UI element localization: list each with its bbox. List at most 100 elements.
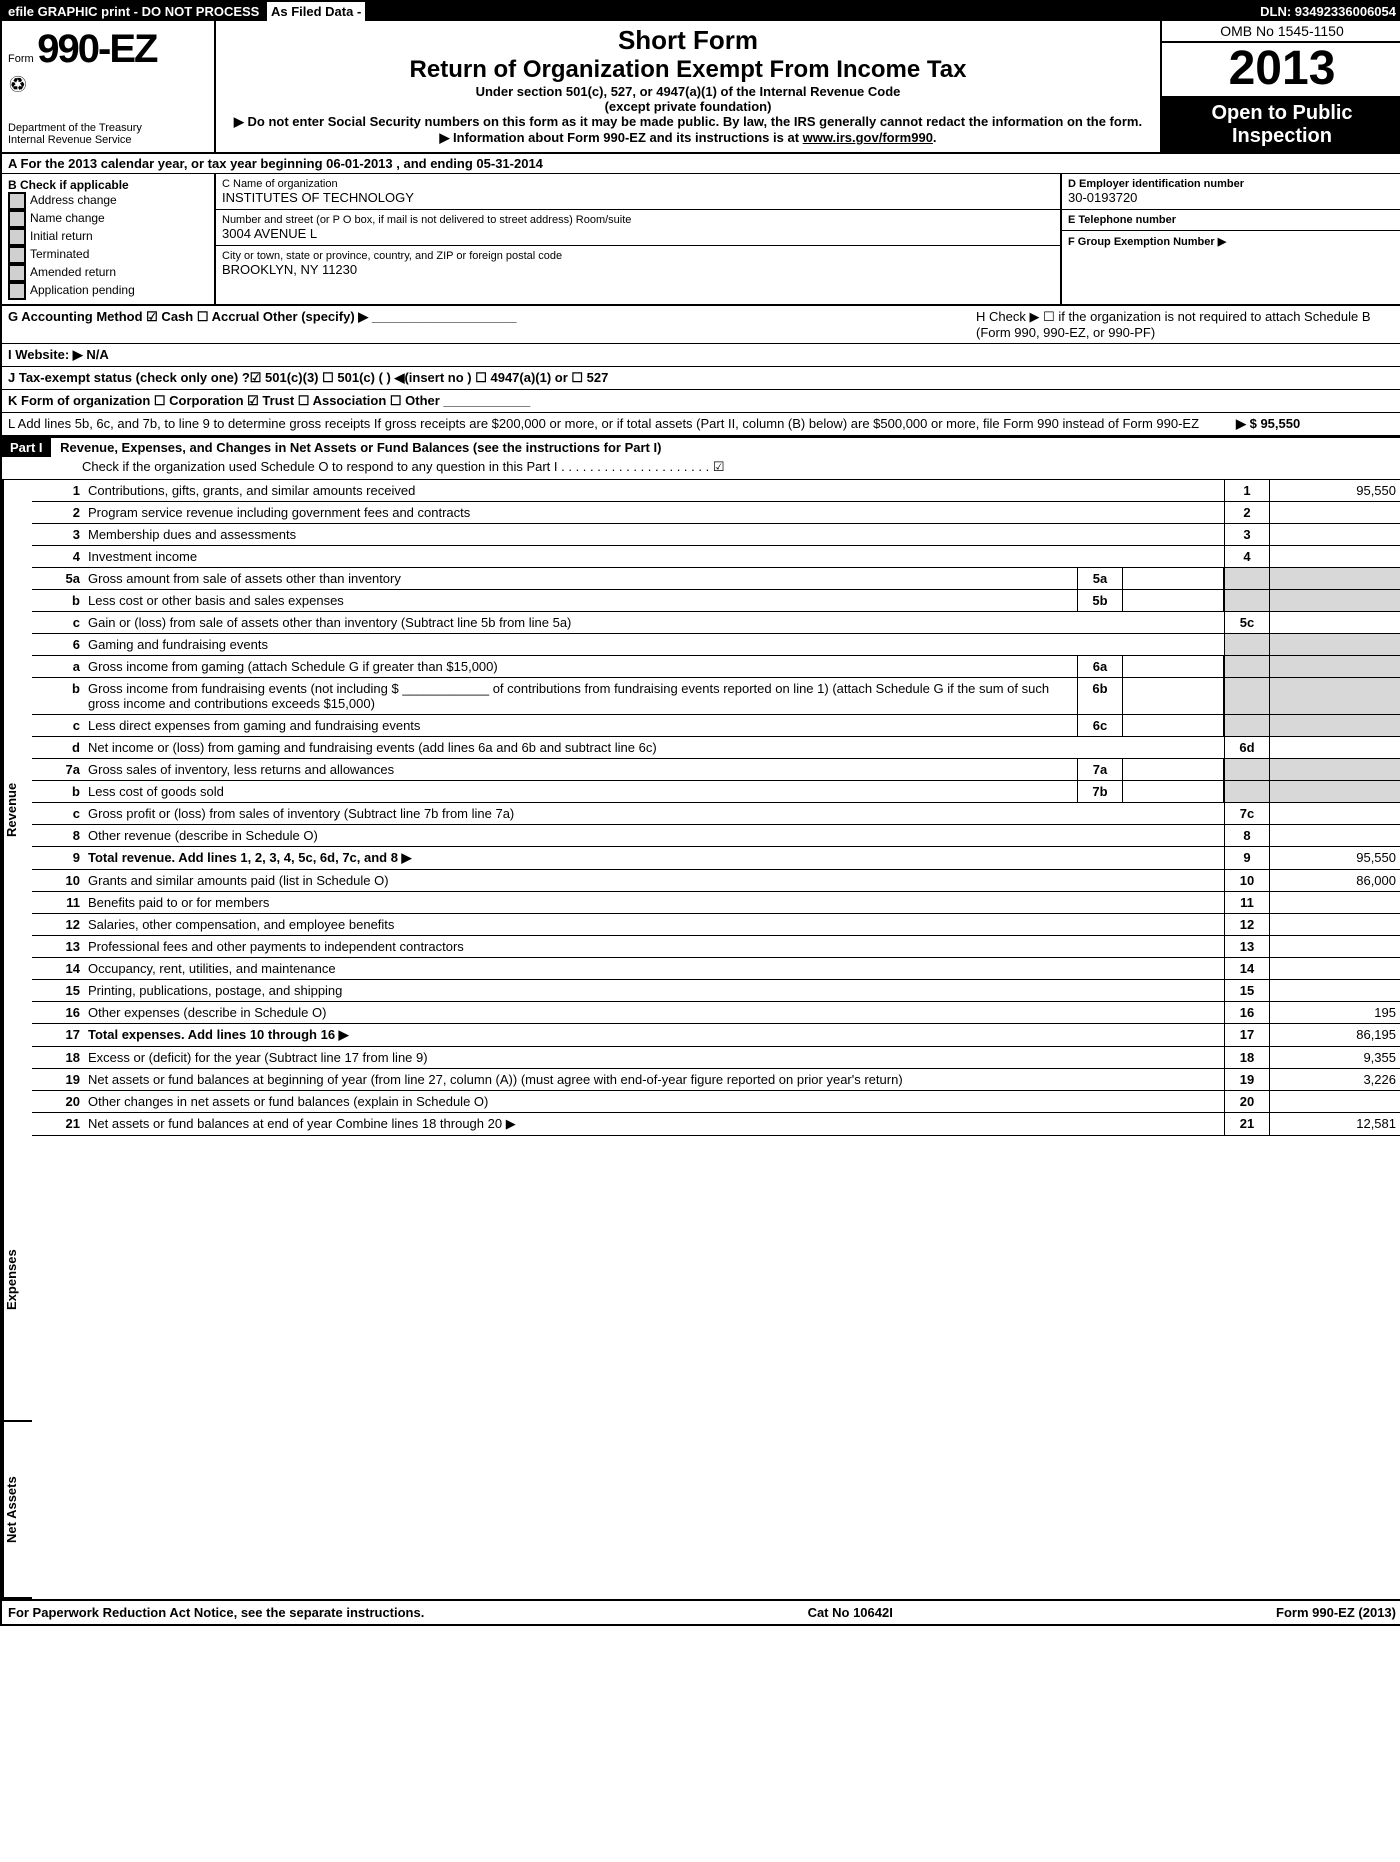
line-num: 14 [32, 958, 84, 979]
right-num: 7c [1224, 803, 1270, 824]
right-val [1270, 781, 1400, 802]
right-num: 6d [1224, 737, 1270, 758]
right-num: 21 [1224, 1113, 1270, 1135]
efile-label: efile GRAPHIC print - DO NOT PROCESS [8, 4, 259, 19]
right-val [1270, 524, 1400, 545]
L-amount: ▶ $ 95,550 [1236, 416, 1396, 432]
side-revenue: Revenue [2, 480, 32, 1140]
mid-val [1123, 678, 1224, 714]
right-val [1270, 1091, 1400, 1112]
line-num: 12 [32, 914, 84, 935]
row-J: J Tax-exempt status (check only one) ?☑ … [2, 367, 1400, 390]
line-num: 5a [32, 568, 84, 589]
C-street-row: Number and street (or P O box, if mail i… [216, 210, 1060, 246]
line-num: 18 [32, 1047, 84, 1068]
street-label: Number and street (or P O box, if mail i… [222, 214, 1054, 226]
line-desc: Less direct expenses from gaming and fun… [84, 715, 1077, 736]
right-val: 3,226 [1270, 1069, 1400, 1090]
line-num: 15 [32, 980, 84, 1001]
line-desc: Other changes in net assets or fund bala… [84, 1091, 1224, 1112]
right-num [1224, 634, 1270, 655]
line-20: 20Other changes in net assets or fund ba… [32, 1091, 1400, 1113]
top-bar: efile GRAPHIC print - DO NOT PROCESS As … [2, 2, 1400, 21]
right-val [1270, 759, 1400, 780]
org-street: 3004 AVENUE L [222, 226, 1054, 241]
right-num: 15 [1224, 980, 1270, 1001]
right-val [1270, 568, 1400, 589]
line-num: d [32, 737, 84, 758]
right-num: 5c [1224, 612, 1270, 633]
right-num: 19 [1224, 1069, 1270, 1090]
F-label: F Group Exemption Number ▶ [1068, 235, 1396, 248]
header-row: Form 990-EZ ♽ Department of the Treasury… [2, 21, 1400, 154]
line-desc: Total expenses. Add lines 10 through 16 … [84, 1024, 1224, 1046]
line-num: c [32, 612, 84, 633]
as-filed-label: As Filed Data - [267, 2, 365, 21]
right-num [1224, 590, 1270, 611]
chk-pending[interactable]: Application pending [8, 282, 208, 300]
mid-val [1123, 590, 1224, 611]
line-desc: Net assets or fund balances at end of ye… [84, 1113, 1224, 1135]
line-a: aGross income from gaming (attach Schedu… [32, 656, 1400, 678]
mid-val [1123, 568, 1224, 589]
subtitle-1: Under section 501(c), 527, or 4947(a)(1)… [220, 84, 1156, 99]
D-label: D Employer identification number [1068, 178, 1396, 190]
right-num: 17 [1224, 1024, 1270, 1046]
chk-term[interactable]: Terminated [8, 246, 208, 264]
line-desc: Other revenue (describe in Schedule O) [84, 825, 1224, 846]
form-number: 990-EZ [37, 27, 156, 71]
mid-val [1123, 781, 1224, 802]
right-val [1270, 612, 1400, 633]
right-val [1270, 634, 1400, 655]
omb-number: OMB No 1545-1150 [1162, 21, 1400, 43]
line-num: c [32, 803, 84, 824]
right-val [1270, 958, 1400, 979]
line-b: bLess cost of goods sold7b [32, 781, 1400, 803]
line-desc: Gross income from gaming (attach Schedul… [84, 656, 1077, 677]
irs-link[interactable]: www.irs.gov/form990 [803, 130, 933, 145]
right-num: 4 [1224, 546, 1270, 567]
line-A: A For the 2013 calendar year, or tax yea… [2, 154, 1400, 174]
F-row: F Group Exemption Number ▶ [1062, 231, 1400, 252]
short-form-title: Short Form [220, 25, 1156, 56]
right-val: 86,000 [1270, 870, 1400, 891]
col-B: B Check if applicable Address change Nam… [2, 174, 216, 304]
line-2: 2Program service revenue including gover… [32, 502, 1400, 524]
line-16: 16Other expenses (describe in Schedule O… [32, 1002, 1400, 1024]
chk-amended[interactable]: Amended return [8, 264, 208, 282]
line-desc: Gain or (loss) from sale of assets other… [84, 612, 1224, 633]
line-4: 4Investment income4 [32, 546, 1400, 568]
line-num: 13 [32, 936, 84, 957]
right-num: 13 [1224, 936, 1270, 957]
right-val [1270, 590, 1400, 611]
C-label: C Name of organization [222, 178, 1054, 190]
line-18: 18Excess or (deficit) for the year (Subt… [32, 1047, 1400, 1069]
org-city: BROOKLYN, NY 11230 [222, 262, 1054, 277]
main-table: Revenue Expenses Net Assets 1Contributio… [2, 480, 1400, 1599]
line-desc: Gaming and fundraising events [84, 634, 1224, 655]
right-num [1224, 568, 1270, 589]
line-9: 9Total revenue. Add lines 1, 2, 3, 4, 5c… [32, 847, 1400, 870]
right-val: 95,550 [1270, 480, 1400, 501]
chk-initial[interactable]: Initial return [8, 228, 208, 246]
mid-val [1123, 656, 1224, 677]
line-num: 11 [32, 892, 84, 913]
line-15: 15Printing, publications, postage, and s… [32, 980, 1400, 1002]
line-num: a [32, 656, 84, 677]
right-num [1224, 781, 1270, 802]
open-line2: Inspection [1232, 125, 1332, 147]
chk-address[interactable]: Address change [8, 192, 208, 210]
tax-year: 2013 [1162, 43, 1400, 98]
line-desc: Gross income from fundraising events (no… [84, 678, 1077, 714]
right-num [1224, 678, 1270, 714]
line-5a: 5aGross amount from sale of assets other… [32, 568, 1400, 590]
line-12: 12Salaries, other compensation, and empl… [32, 914, 1400, 936]
C-name-row: C Name of organization INSTITUTES OF TEC… [216, 174, 1060, 210]
chk-name[interactable]: Name change [8, 210, 208, 228]
line-desc: Total revenue. Add lines 1, 2, 3, 4, 5c,… [84, 847, 1224, 869]
line-num: 6 [32, 634, 84, 655]
line-7a: 7aGross sales of inventory, less returns… [32, 759, 1400, 781]
partI-label: Part I [2, 438, 51, 457]
part-I-header: Part I Revenue, Expenses, and Changes in… [2, 436, 1400, 480]
org-name: INSTITUTES OF TECHNOLOGY [222, 190, 1054, 205]
